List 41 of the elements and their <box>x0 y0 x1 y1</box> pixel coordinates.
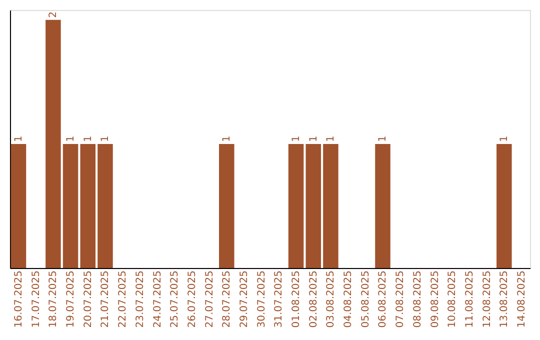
data-label: 1 <box>222 136 233 142</box>
data-label: 1 <box>66 136 77 142</box>
x-tick-label: 19.07.2025 <box>66 270 77 328</box>
x-tick-label: 20.07.2025 <box>82 270 94 328</box>
x-tick-label: 09.08.2025 <box>430 270 441 328</box>
x-tick-label: 18.07.2025 <box>48 270 60 328</box>
data-label: 1 <box>291 136 302 142</box>
x-tick-label: 11.08.2025 <box>464 270 476 328</box>
x-tick-label: 23.07.2025 <box>134 270 146 328</box>
data-label: 1 <box>326 136 337 142</box>
data-label: 1 <box>308 136 320 142</box>
data-label: 2 <box>48 12 60 18</box>
x-tick-label: 17.07.2025 <box>30 270 42 328</box>
x-tick-label: 16.07.2025 <box>14 270 24 328</box>
x-tick-label: 31.07.2025 <box>274 270 285 328</box>
x-tick-label: 04.08.2025 <box>343 270 354 328</box>
data-label: 1 <box>499 136 510 142</box>
x-tick-label: 12.08.2025 <box>482 270 493 328</box>
x-tick-label: 26.07.2025 <box>186 270 198 328</box>
data-label: 1 <box>100 136 112 142</box>
x-tick-label: 05.08.2025 <box>360 270 372 328</box>
x-tick-label: 25.07.2025 <box>170 270 181 328</box>
x-tick-label: 08.08.2025 <box>412 270 424 328</box>
x-tick-label: 28.07.2025 <box>222 270 233 328</box>
x-tick-label: 01.08.2025 <box>291 270 302 328</box>
x-tick-label: 22.07.2025 <box>118 270 129 328</box>
x-tick-label: 03.08.2025 <box>326 270 337 328</box>
x-tick-label: 24.07.2025 <box>152 270 164 328</box>
x-tick-label: 29.07.2025 <box>238 270 250 328</box>
x-tick-label: 13.08.2025 <box>499 270 510 328</box>
x-tick-label: 30.07.2025 <box>256 270 268 328</box>
x-tick-label: 10.08.2025 <box>447 270 458 328</box>
x-tick-label: 06.08.2025 <box>378 270 389 328</box>
x-tick-label: 02.08.2025 <box>308 270 320 328</box>
x-tick-label: 14.08.2025 <box>516 270 528 328</box>
data-label: 1 <box>14 136 24 142</box>
x-tick-label: 21.07.2025 <box>100 270 112 328</box>
x-tick-label: 27.07.2025 <box>204 270 216 328</box>
data-label: 1 <box>82 136 94 142</box>
x-tick-label: 07.08.2025 <box>395 270 406 328</box>
data-label: 1 <box>378 136 389 142</box>
